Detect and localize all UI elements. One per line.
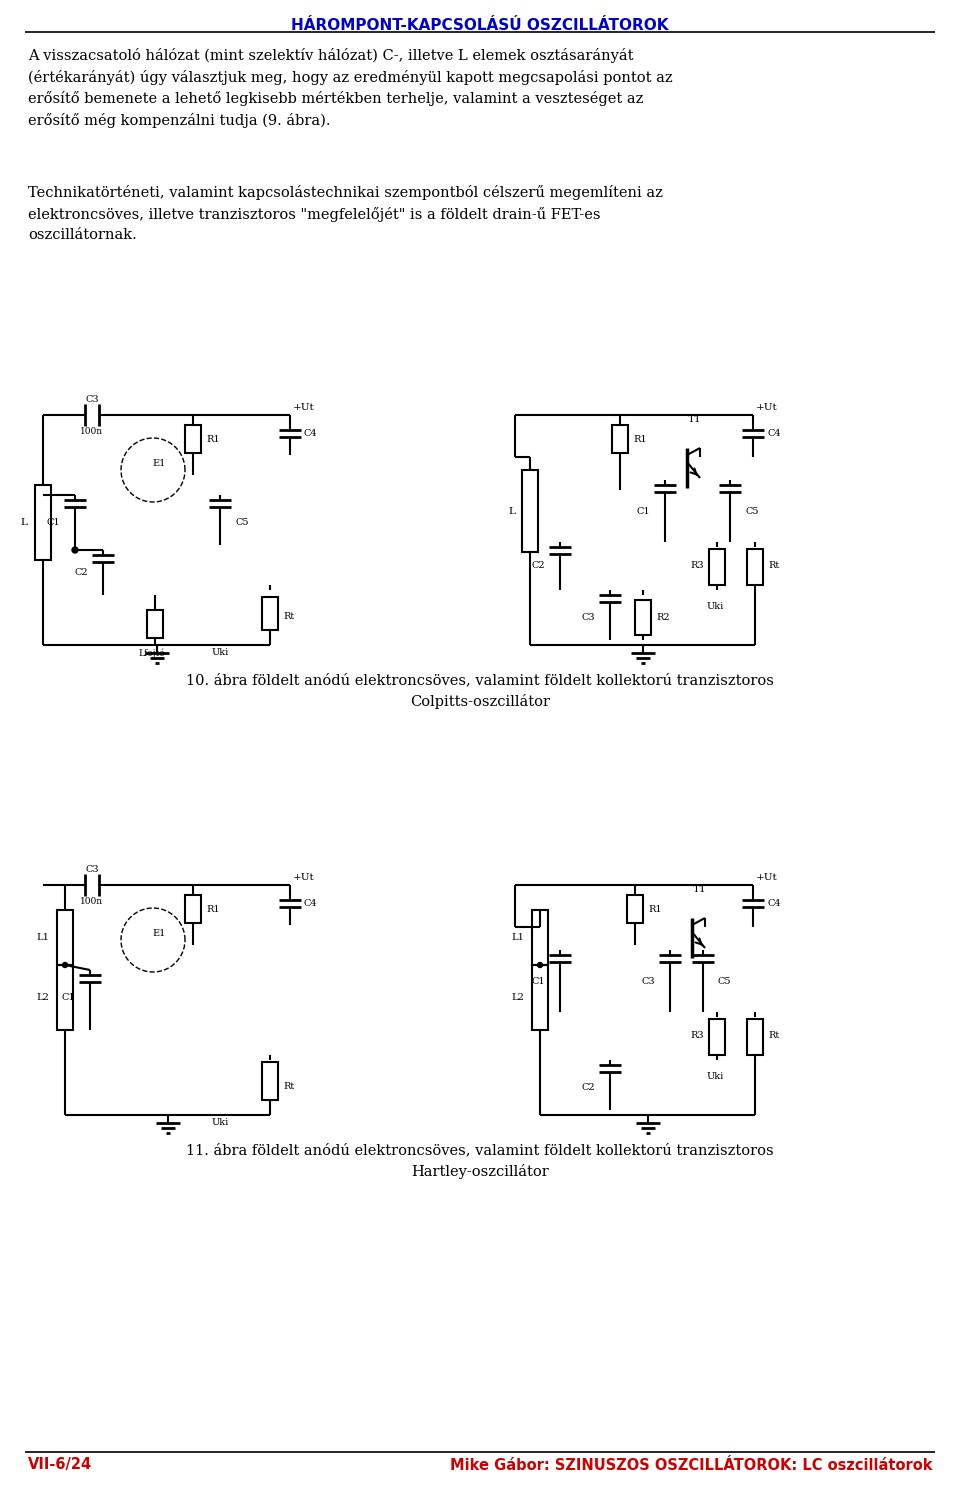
Bar xyxy=(262,596,278,630)
Text: 10. ábra földelt anódú elektroncsöves, valamint földelt kollektorú tranzisztoros: 10. ábra földelt anódú elektroncsöves, v… xyxy=(186,674,774,709)
Text: L2: L2 xyxy=(511,993,524,1002)
Text: C2: C2 xyxy=(74,568,88,577)
Text: L: L xyxy=(20,517,27,526)
Bar xyxy=(747,549,763,584)
Text: C5: C5 xyxy=(745,507,758,516)
Bar xyxy=(147,610,163,638)
Bar xyxy=(635,599,651,635)
Bar xyxy=(627,895,643,923)
Text: Uki: Uki xyxy=(211,1118,228,1127)
Text: 100n: 100n xyxy=(81,897,104,906)
Text: L2: L2 xyxy=(36,993,49,1002)
Circle shape xyxy=(538,962,542,968)
Text: C5: C5 xyxy=(235,517,249,526)
Text: C3: C3 xyxy=(85,864,99,873)
Text: L: L xyxy=(508,507,515,516)
Bar xyxy=(532,910,548,965)
Text: Uki: Uki xyxy=(707,602,724,611)
Text: C5: C5 xyxy=(718,977,732,986)
Text: R1: R1 xyxy=(648,906,661,915)
Text: C3: C3 xyxy=(641,977,655,986)
Bar xyxy=(185,895,201,923)
Text: +Ut: +Ut xyxy=(293,403,315,412)
Text: C3: C3 xyxy=(582,613,595,622)
Text: R1: R1 xyxy=(206,906,220,915)
Text: C1: C1 xyxy=(61,993,75,1002)
Text: E1: E1 xyxy=(153,929,166,938)
Text: R1: R1 xyxy=(633,436,647,445)
Bar xyxy=(35,485,51,561)
Bar xyxy=(262,1062,278,1100)
Bar xyxy=(185,425,201,454)
Circle shape xyxy=(72,547,78,553)
Text: R3: R3 xyxy=(690,1032,704,1041)
Text: A visszacsatoló hálózat (mint szelektív hálózat) C-, illetve L elemek osztásarán: A visszacsatoló hálózat (mint szelektív … xyxy=(28,48,673,128)
Text: R2: R2 xyxy=(656,613,670,622)
Text: +Ut: +Ut xyxy=(756,403,778,412)
Text: Technikatörténeti, valamint kapcsolástechnikai szempontból célszerű megemlíteni : Technikatörténeti, valamint kapcsolástec… xyxy=(28,184,662,242)
Text: Rt: Rt xyxy=(768,562,780,571)
Text: Uki: Uki xyxy=(211,648,228,657)
Text: C1: C1 xyxy=(636,507,650,516)
Text: C2: C2 xyxy=(532,562,545,571)
Bar xyxy=(532,965,548,1030)
Text: VII-6/24: VII-6/24 xyxy=(28,1457,92,1472)
Text: Rt: Rt xyxy=(283,613,295,622)
Text: Uki: Uki xyxy=(707,1072,724,1081)
Bar xyxy=(522,470,538,552)
Text: 11. ábra földelt anódú elektroncsöves, valamint földelt kollektorú tranzisztoros: 11. ábra földelt anódú elektroncsöves, v… xyxy=(186,1144,774,1179)
Text: E1: E1 xyxy=(153,459,166,468)
Text: C3: C3 xyxy=(85,394,99,403)
Circle shape xyxy=(62,962,67,968)
Bar xyxy=(747,1019,763,1054)
Text: L1: L1 xyxy=(36,932,49,941)
Text: C4: C4 xyxy=(304,430,318,439)
Text: C4: C4 xyxy=(304,900,318,909)
Text: C4: C4 xyxy=(767,430,780,439)
Text: C2: C2 xyxy=(582,1083,595,1091)
Text: C4: C4 xyxy=(767,900,780,909)
Bar xyxy=(612,425,628,454)
Text: Lfojtó: Lfojtó xyxy=(138,648,165,657)
Bar xyxy=(709,1019,725,1054)
Text: L1: L1 xyxy=(511,932,524,941)
Bar xyxy=(709,549,725,584)
Bar xyxy=(57,910,73,965)
Text: C1: C1 xyxy=(532,977,545,986)
Text: +Ut: +Ut xyxy=(756,873,778,882)
Text: T1: T1 xyxy=(693,885,707,895)
Text: C1: C1 xyxy=(46,517,60,526)
Text: Mike Gábor: SZINUSZOS OSZCILLÁTOROK: LC oszcillátorok: Mike Gábor: SZINUSZOS OSZCILLÁTOROK: LC … xyxy=(449,1457,932,1472)
Text: R3: R3 xyxy=(690,562,704,571)
Text: +Ut: +Ut xyxy=(293,873,315,882)
Text: HÁROMPONT-KAPCSOLÁSÚ OSZCILLÁTOROK: HÁROMPONT-KAPCSOLÁSÚ OSZCILLÁTOROK xyxy=(291,18,669,33)
Text: R1: R1 xyxy=(206,436,220,445)
Text: T1: T1 xyxy=(688,415,702,424)
Text: Rt: Rt xyxy=(283,1083,295,1091)
Bar xyxy=(57,965,73,1030)
Text: 100n: 100n xyxy=(81,427,104,436)
Text: Rt: Rt xyxy=(768,1032,780,1041)
